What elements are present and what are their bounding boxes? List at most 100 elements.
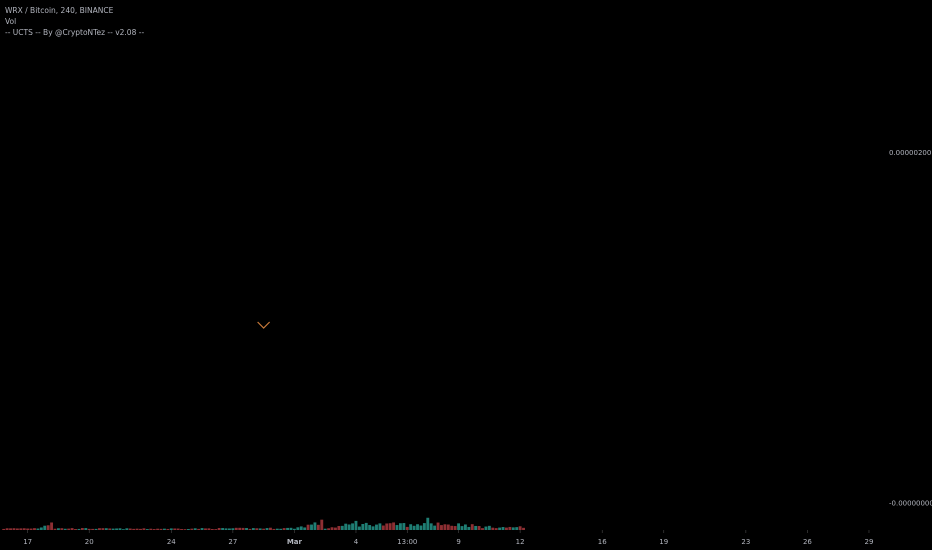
volume-bar — [258, 528, 262, 530]
volume-bar — [306, 524, 310, 530]
indicator-legend[interactable]: -- UCTS -- By @CryptoNTez -- v2.08 -- — [5, 28, 145, 37]
volume-bar — [186, 529, 190, 530]
volume-bar — [505, 527, 508, 530]
volume-bar — [385, 523, 389, 530]
volume-bar — [118, 528, 122, 530]
volume-bar — [310, 524, 313, 530]
volume-bar — [436, 522, 440, 530]
volume-bar — [207, 528, 211, 530]
volume-bar — [351, 523, 354, 530]
symbol-title[interactable]: WRX / Bitcoin, 240, BINANCE — [5, 6, 114, 15]
volume-bar — [145, 529, 149, 530]
volume-bar — [515, 527, 519, 530]
volume-bar — [289, 527, 293, 530]
volume-bar — [19, 528, 23, 530]
volume-bar — [371, 526, 375, 530]
volume-bar — [357, 526, 361, 530]
volume-bar — [139, 528, 142, 530]
volume-bar — [128, 528, 132, 530]
volume-bar — [330, 527, 334, 530]
volume-bar — [173, 528, 177, 530]
time-tick-label: 20 — [85, 538, 94, 546]
volume-bar — [43, 525, 47, 530]
volume-bar — [491, 527, 495, 530]
time-tick-label: 17 — [23, 538, 32, 546]
volume-bar — [375, 524, 378, 530]
volume-bar — [5, 528, 9, 530]
volume-bar — [398, 523, 402, 530]
volume-bar — [522, 527, 525, 530]
volume-bar — [320, 519, 324, 530]
volume-bar — [217, 527, 221, 530]
time-tick-label: 24 — [167, 538, 176, 546]
volume-bar — [378, 523, 382, 530]
volume-bar — [135, 528, 139, 530]
volume-bar — [132, 528, 136, 530]
volume-bar — [498, 527, 502, 530]
volume-bar — [494, 528, 498, 530]
volume-bar — [446, 524, 450, 530]
volume-bar — [477, 526, 481, 530]
volume-bar — [299, 526, 303, 530]
volume-bar — [474, 525, 478, 530]
volume-bar — [337, 526, 341, 530]
price-tick-label: -0.00000000 — [889, 499, 932, 507]
volume-bar — [101, 528, 105, 530]
volume-bar — [104, 528, 108, 530]
volume-bar — [227, 528, 231, 530]
volume-bar — [163, 528, 166, 530]
volume-bar — [392, 522, 396, 530]
volume-bar — [98, 528, 101, 530]
volume-bar — [238, 527, 242, 530]
volume-bar — [450, 525, 454, 530]
volume-bar — [180, 529, 183, 530]
time-tick-label: 12 — [516, 538, 525, 546]
volume-bar — [56, 528, 60, 530]
volume-bar — [419, 525, 423, 530]
volume-bar — [91, 528, 95, 530]
time-tick-label: 4 — [354, 538, 359, 546]
volume-bar — [296, 527, 300, 530]
volume-bar — [159, 528, 163, 530]
volume-legend[interactable]: Vol — [5, 17, 17, 26]
volume-bar — [70, 528, 74, 530]
volume-bar — [467, 526, 471, 530]
volume-bar — [409, 524, 413, 530]
volume-bar — [241, 527, 245, 530]
time-axis[interactable]: 17 20 24 27 Mar 4 13:00 9 12 16 19 23 26 29 — [23, 530, 873, 546]
volume-bar — [292, 528, 296, 530]
volume-bar — [142, 528, 146, 530]
volume-bar — [511, 527, 515, 530]
volume-bar — [115, 528, 119, 530]
volume-bar — [200, 528, 204, 530]
volume-bar — [149, 528, 153, 530]
volume-bar — [303, 527, 307, 530]
price-axis[interactable]: 0.000028000.000026000.000024000.00002200… — [889, 0, 932, 508]
volume-bar — [67, 528, 71, 530]
volume-bar — [433, 525, 437, 530]
volume-bar — [80, 528, 84, 530]
volume-bar — [193, 528, 197, 530]
time-tick-label: 26 — [803, 538, 812, 546]
volume-bar — [508, 526, 512, 530]
chart-legend: WRX / Bitcoin, 240, BINANCE Vol -- UCTS … — [5, 5, 144, 38]
volume-bar — [39, 527, 43, 530]
volume-bar — [111, 528, 115, 530]
volume-bar — [210, 529, 214, 530]
volume-bar — [347, 524, 351, 530]
volume-bar — [422, 523, 426, 530]
volume-bar — [484, 526, 488, 530]
volume-bars — [2, 517, 525, 530]
volume-bar — [340, 525, 344, 530]
volume-bar — [125, 528, 129, 530]
volume-bar — [29, 528, 33, 530]
volume-bar — [190, 528, 194, 530]
volume-bar — [402, 523, 406, 530]
volume-bar — [251, 528, 255, 530]
volume-bar — [121, 529, 125, 530]
volume-bar — [272, 528, 276, 530]
volume-bar — [204, 528, 207, 530]
volume-bar — [457, 523, 461, 530]
volume-bar — [429, 523, 433, 530]
